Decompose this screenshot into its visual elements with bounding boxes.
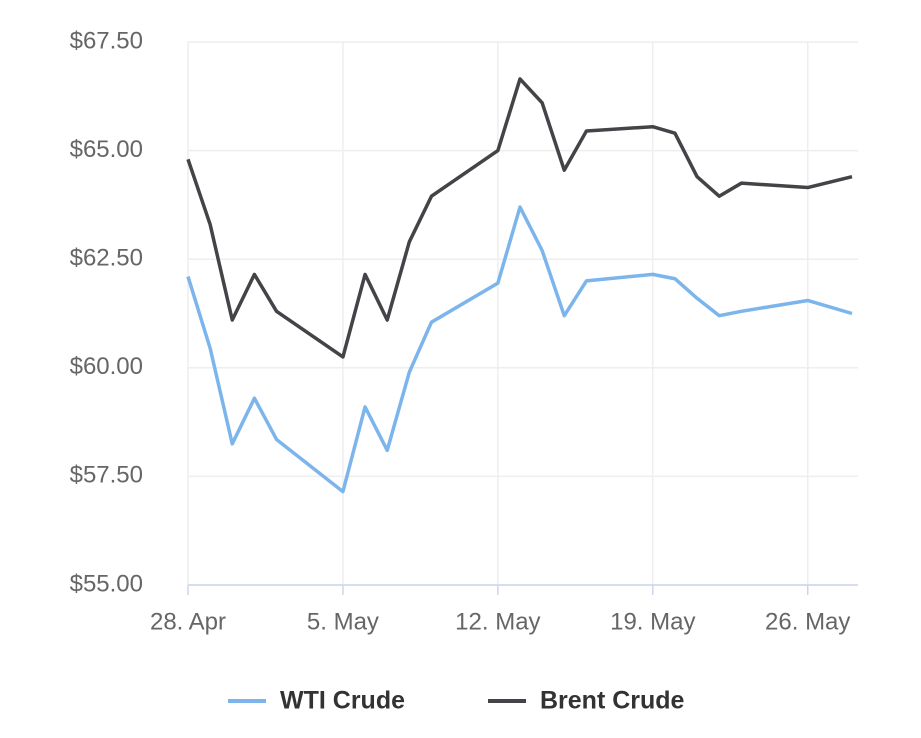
- x-tick-label: 5. May: [307, 608, 379, 635]
- y-tick-label: $65.00: [70, 136, 143, 163]
- x-tick-label: 28. Apr: [150, 608, 226, 635]
- legend-label: WTI Crude: [280, 687, 405, 715]
- x-tick-label: 19. May: [610, 608, 695, 635]
- x-tick-label: 26. May: [765, 608, 850, 635]
- legend-label: Brent Crude: [540, 687, 685, 715]
- x-tick-label: 12. May: [455, 608, 540, 635]
- series-line: [186, 205, 853, 494]
- y-tick-label: $62.50: [70, 245, 143, 272]
- y-tick-label: $67.50: [70, 27, 143, 54]
- series-line: [186, 77, 853, 359]
- y-tick-label: $57.50: [70, 462, 143, 489]
- y-tick-label: $60.00: [70, 353, 143, 380]
- y-tick-label: $55.00: [70, 570, 143, 597]
